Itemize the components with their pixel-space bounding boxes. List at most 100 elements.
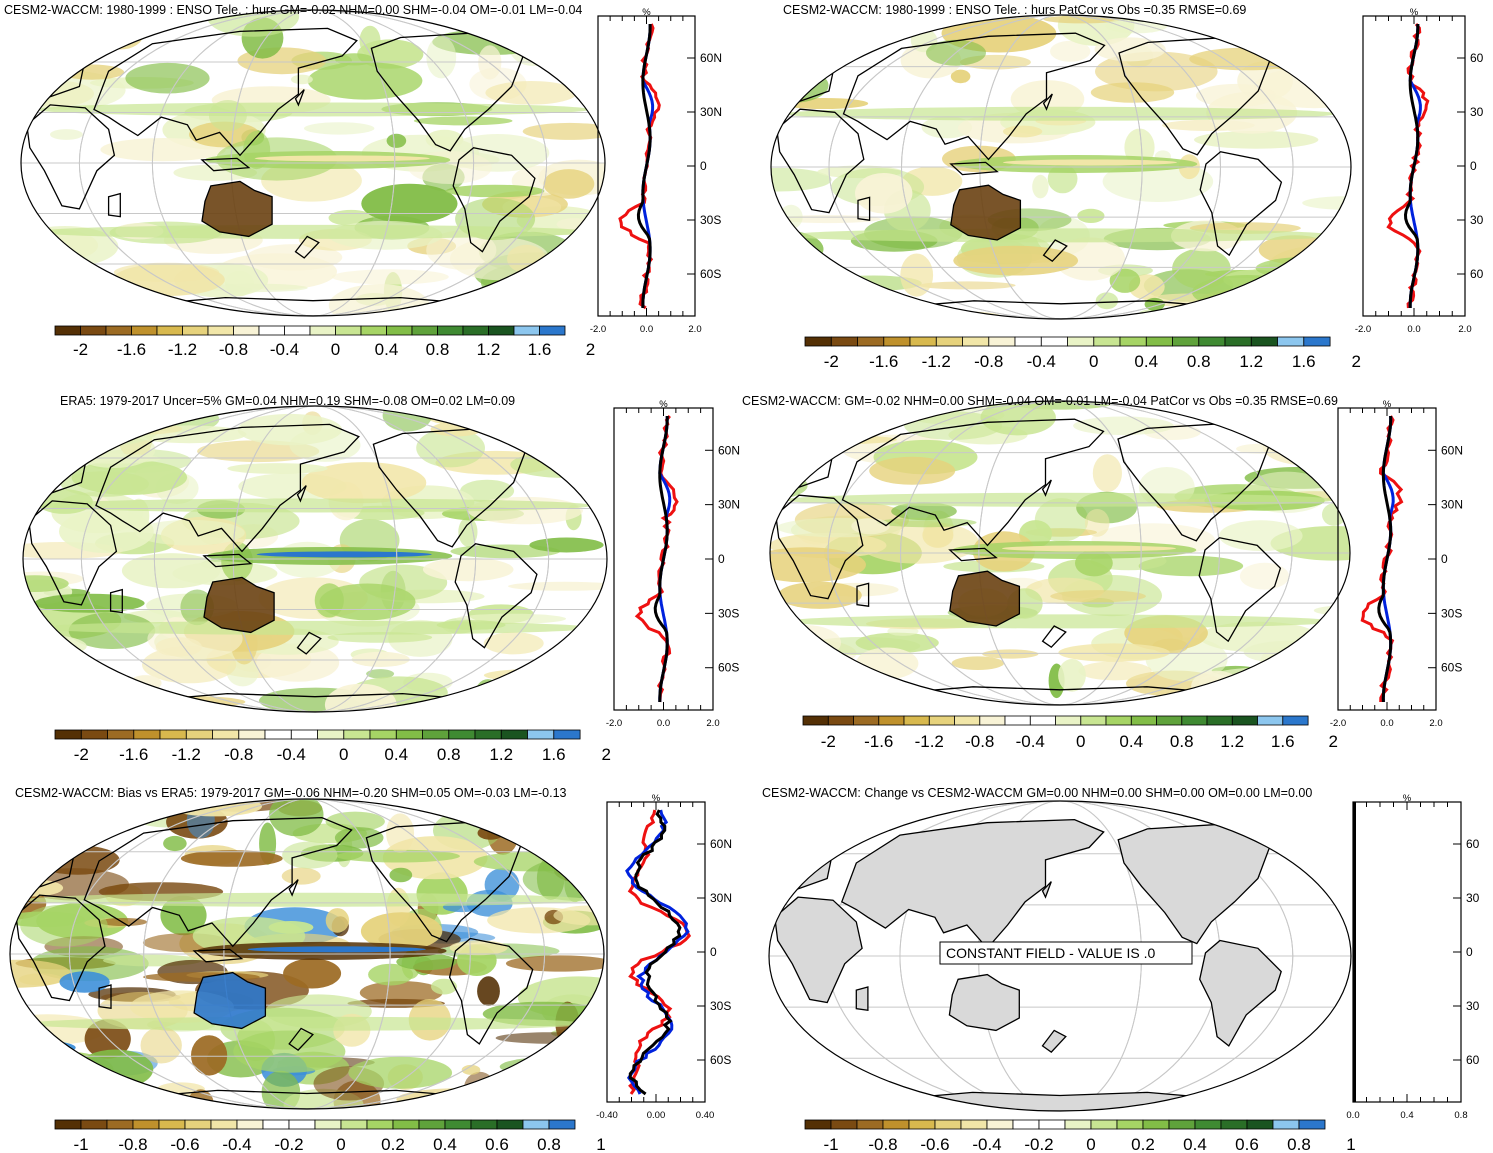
- colorbar-swatch: [1029, 715, 1057, 726]
- field-patch: [1268, 53, 1351, 73]
- field-patch: [1283, 697, 1336, 705]
- colorbar-swatch: [158, 1119, 186, 1130]
- colorbar-label: 0.4: [384, 745, 408, 764]
- colorbar-label: 0.4: [375, 340, 399, 359]
- colorbar-swatch: [988, 336, 1016, 347]
- colorbar-swatch: [360, 325, 387, 336]
- colorbar-swatch: [1119, 336, 1147, 347]
- field-patch: [28, 817, 147, 827]
- land-samerica: [454, 543, 538, 649]
- field-patch: [539, 644, 607, 686]
- colorbar-label: -1: [823, 1135, 838, 1153]
- graticule-meridian: [153, 406, 477, 712]
- field-patch: [921, 116, 973, 139]
- colorbar-swatch: [1194, 1119, 1222, 1130]
- zonal-lat-label: 0: [710, 945, 717, 959]
- colorbar-swatch: [1080, 715, 1107, 726]
- zonal-x-label: 0.0: [640, 324, 653, 335]
- colorbar-label: 0.8: [1170, 732, 1194, 751]
- colorbar-label: -0.2: [1024, 1135, 1053, 1153]
- zonal-unit: %: [1410, 7, 1419, 18]
- colorbar-swatch: [1116, 1119, 1144, 1130]
- colorbar-label: 0.4: [1183, 1135, 1207, 1153]
- colorbar-label: -0.6: [920, 1135, 949, 1153]
- colorbar-label: -0.8: [965, 732, 994, 751]
- field-patch: [21, 284, 45, 300]
- land-japan: [1041, 479, 1052, 497]
- colorbar-label: 0.8: [437, 745, 461, 764]
- zonal-lat-label: 60N: [1441, 443, 1463, 457]
- field-patch: [319, 583, 416, 621]
- colorbar-label: -0.4: [972, 1135, 1001, 1153]
- zonal-x-label: -2.0: [1355, 324, 1371, 335]
- field-patch: [197, 440, 320, 463]
- graticule-meridian: [232, 406, 398, 712]
- field-equatorial-core: [1002, 545, 1176, 552]
- colorbar-swatch: [856, 1119, 884, 1130]
- colorbar-swatch: [553, 729, 581, 740]
- field-patch: [1302, 196, 1351, 210]
- field-midlat-belt: [785, 106, 1337, 121]
- field-patch: [953, 245, 1079, 276]
- colorbar-label: -1.2: [168, 340, 197, 359]
- zonal-lat-label: 0: [718, 552, 725, 566]
- colorbar-swatch: [262, 1119, 290, 1130]
- colorbar-label: -0.4: [270, 340, 299, 359]
- field-patch: [529, 683, 607, 712]
- colorbar-swatch: [1156, 715, 1183, 726]
- zonal-unit: %: [659, 399, 668, 410]
- field-patch: [522, 122, 605, 140]
- field-patch: [1262, 428, 1350, 466]
- field-patch: [950, 69, 971, 84]
- field-patch: [1002, 125, 1043, 138]
- field-patch: [1092, 454, 1122, 493]
- colorbar-swatch: [470, 1119, 498, 1130]
- colorbar-swatch: [343, 729, 371, 740]
- colorbar-swatch: [962, 336, 990, 347]
- colorbar-label: 1.6: [542, 745, 566, 764]
- colorbar-swatch: [935, 336, 963, 347]
- field-patch: [1058, 659, 1086, 692]
- field-patch: [460, 479, 515, 503]
- colorbar-label: 0: [1076, 732, 1085, 751]
- field-patch: [368, 963, 414, 986]
- zonal-lat-label: 60: [1470, 267, 1484, 281]
- field-patch: [325, 908, 350, 933]
- colorbar-label: -1.6: [869, 352, 898, 371]
- colorbar-6: -1 -0.8 -0.6 -0.4 -0.2 0 0.2 0.4 0.6 0.8 1: [804, 1119, 1356, 1153]
- zonal-x-label: 0.0: [1407, 324, 1420, 335]
- colorbar-label: 0.6: [1235, 1135, 1259, 1153]
- map-outline: [768, 800, 1352, 1112]
- colorbar-swatch: [1168, 1119, 1196, 1130]
- colorbar-swatch: [1055, 715, 1082, 726]
- colorbar-swatch: [1250, 336, 1279, 347]
- zonal-x-label: 2.0: [1429, 718, 1442, 729]
- zonal-lat-label: 60S: [1441, 661, 1462, 675]
- colorbar-swatch: [830, 1119, 858, 1130]
- land-samerica: [448, 937, 534, 1045]
- field-patch: [52, 823, 105, 847]
- field-patch: [1239, 562, 1290, 590]
- field-patch: [386, 813, 415, 853]
- colorbar-label: 0: [339, 745, 348, 764]
- zonal-x-label: 2.0: [706, 718, 719, 729]
- colorbar-label: 0.2: [381, 1135, 405, 1153]
- colorbar-label: 1.6: [1271, 732, 1295, 751]
- field-patch: [426, 36, 457, 79]
- colorbar-swatch: [418, 1119, 446, 1130]
- field-patch: [426, 230, 497, 270]
- zonal-x-label: -2.0: [606, 718, 622, 729]
- panel-title: CESM2-WACCM: 1980-1999 : ENSO Tele. : hu…: [783, 3, 1246, 17]
- colorbar-swatch: [1105, 715, 1132, 726]
- field-patch: [21, 82, 40, 90]
- field-patch: [523, 1077, 575, 1104]
- zonal-lat-label: 30S: [710, 999, 731, 1013]
- colorbar-swatch: [804, 1119, 832, 1130]
- land-indonesia: [200, 157, 251, 172]
- map-graticule: [10, 799, 604, 1109]
- zonal-x-label: 0.0: [1380, 718, 1393, 729]
- colorbar-swatch: [366, 1119, 394, 1130]
- field-patch: [928, 311, 1004, 319]
- colorbar-label: 0.4: [1119, 732, 1143, 751]
- field-patch: [1318, 257, 1351, 292]
